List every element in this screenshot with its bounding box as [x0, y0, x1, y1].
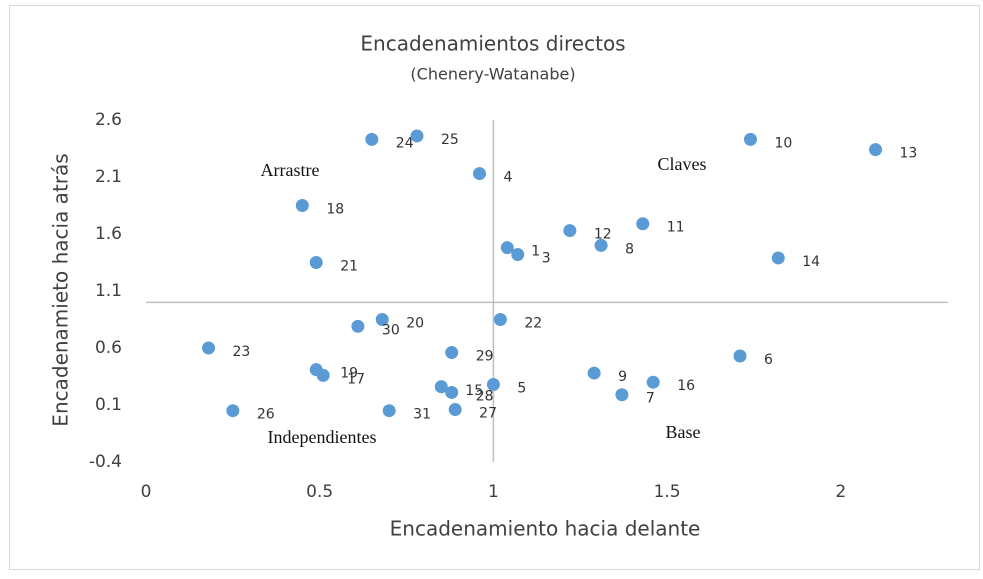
point-label: 22: [524, 316, 542, 332]
point: [472, 167, 486, 181]
point-label: 19: [340, 366, 358, 382]
point-label: 25: [441, 132, 459, 148]
point: [615, 388, 629, 402]
y-tick-label: 2.6: [95, 110, 122, 130]
point: [500, 241, 514, 255]
x-tick-label: 1: [488, 482, 499, 502]
point: [365, 132, 379, 146]
point: [351, 319, 365, 333]
x-axis-label: Encadenamiento hacia delante: [390, 517, 701, 541]
point-label: 6: [764, 352, 773, 368]
point-label: 4: [503, 170, 512, 186]
point: [743, 132, 757, 146]
x-tick-label: 1.5: [654, 482, 681, 502]
point: [636, 217, 650, 231]
point: [869, 143, 883, 157]
point: [587, 366, 601, 380]
point: [445, 385, 459, 399]
y-axis-label: Encadenamieto hacia atrás: [49, 153, 73, 426]
point-label: 26: [257, 407, 275, 423]
quadrant-label: Base: [666, 422, 701, 442]
point-label: 30: [382, 322, 400, 338]
point: [563, 224, 577, 238]
point: [316, 368, 330, 382]
point-label: 18: [326, 202, 344, 218]
point-label: 31: [413, 407, 431, 423]
point: [434, 380, 448, 394]
point-label: 17: [347, 371, 365, 387]
point: [445, 346, 459, 360]
x-tick-label: 2: [835, 482, 846, 502]
y-tick-label: 0.1: [95, 395, 122, 415]
y-tick-label: 0.6: [95, 338, 122, 358]
point-label: 5: [517, 380, 526, 396]
point-label: 9: [618, 369, 627, 385]
point-label: 8: [625, 241, 634, 257]
chart-title: Encadenamientos directos: [360, 32, 625, 56]
point-label: 24: [396, 135, 414, 151]
point: [493, 313, 507, 326]
y-tick-label: 1.6: [95, 224, 122, 244]
point: [448, 403, 462, 417]
y-tick-label: 2.1: [95, 167, 122, 187]
point-label: 11: [667, 220, 685, 236]
y-tick-label: 1.1: [95, 281, 122, 301]
point: [375, 313, 389, 326]
point: [733, 349, 747, 363]
point-label: 13: [900, 146, 918, 162]
chart-frame: [9, 5, 980, 570]
point: [771, 251, 785, 265]
point: [511, 248, 525, 262]
point-label: 20: [406, 316, 424, 332]
point-label: 29: [476, 349, 494, 365]
quadrant-label: Claves: [658, 154, 707, 174]
quadrant-label: Arrastre: [261, 160, 320, 180]
point-label: 7: [646, 391, 655, 407]
point-label: 1: [531, 244, 540, 260]
point-label: 15: [465, 383, 483, 399]
point: [486, 377, 500, 391]
point-label: 10: [774, 135, 792, 151]
point-label: 21: [340, 259, 358, 275]
point: [202, 341, 216, 355]
point-label: 3: [542, 251, 551, 267]
point: [646, 375, 660, 389]
y-tick-label: -0.4: [89, 452, 122, 472]
point: [295, 199, 309, 212]
point: [309, 256, 323, 269]
chart-subtitle: (Chenery-Watanabe): [410, 65, 575, 84]
point: [410, 129, 424, 143]
point-label: 12: [594, 227, 612, 243]
x-tick-label: 0.5: [306, 482, 333, 502]
point: [226, 404, 240, 418]
point-label: 27: [479, 406, 497, 422]
quadrant-label: Independientes: [268, 427, 377, 447]
point-label: 14: [802, 254, 820, 270]
point: [594, 238, 608, 252]
point-label: 16: [677, 378, 695, 394]
x-tick-label: 0: [141, 482, 152, 502]
point: [382, 404, 396, 418]
point-label: 23: [233, 344, 251, 360]
point-label: 28: [476, 388, 494, 404]
